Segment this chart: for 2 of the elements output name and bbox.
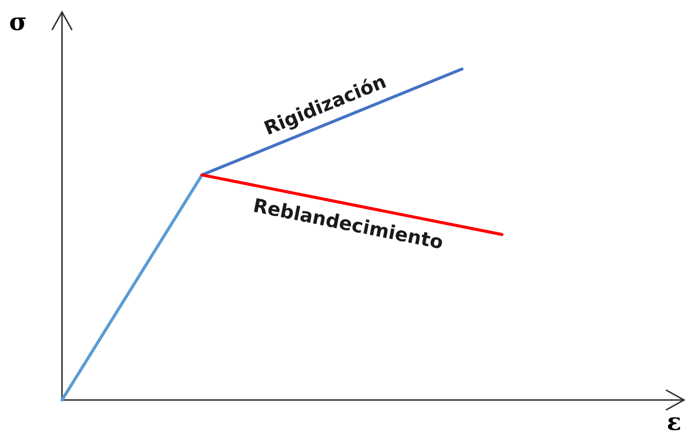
text: ε	[666, 407, 682, 436]
y-axis-title: σ	[9, 7, 27, 36]
